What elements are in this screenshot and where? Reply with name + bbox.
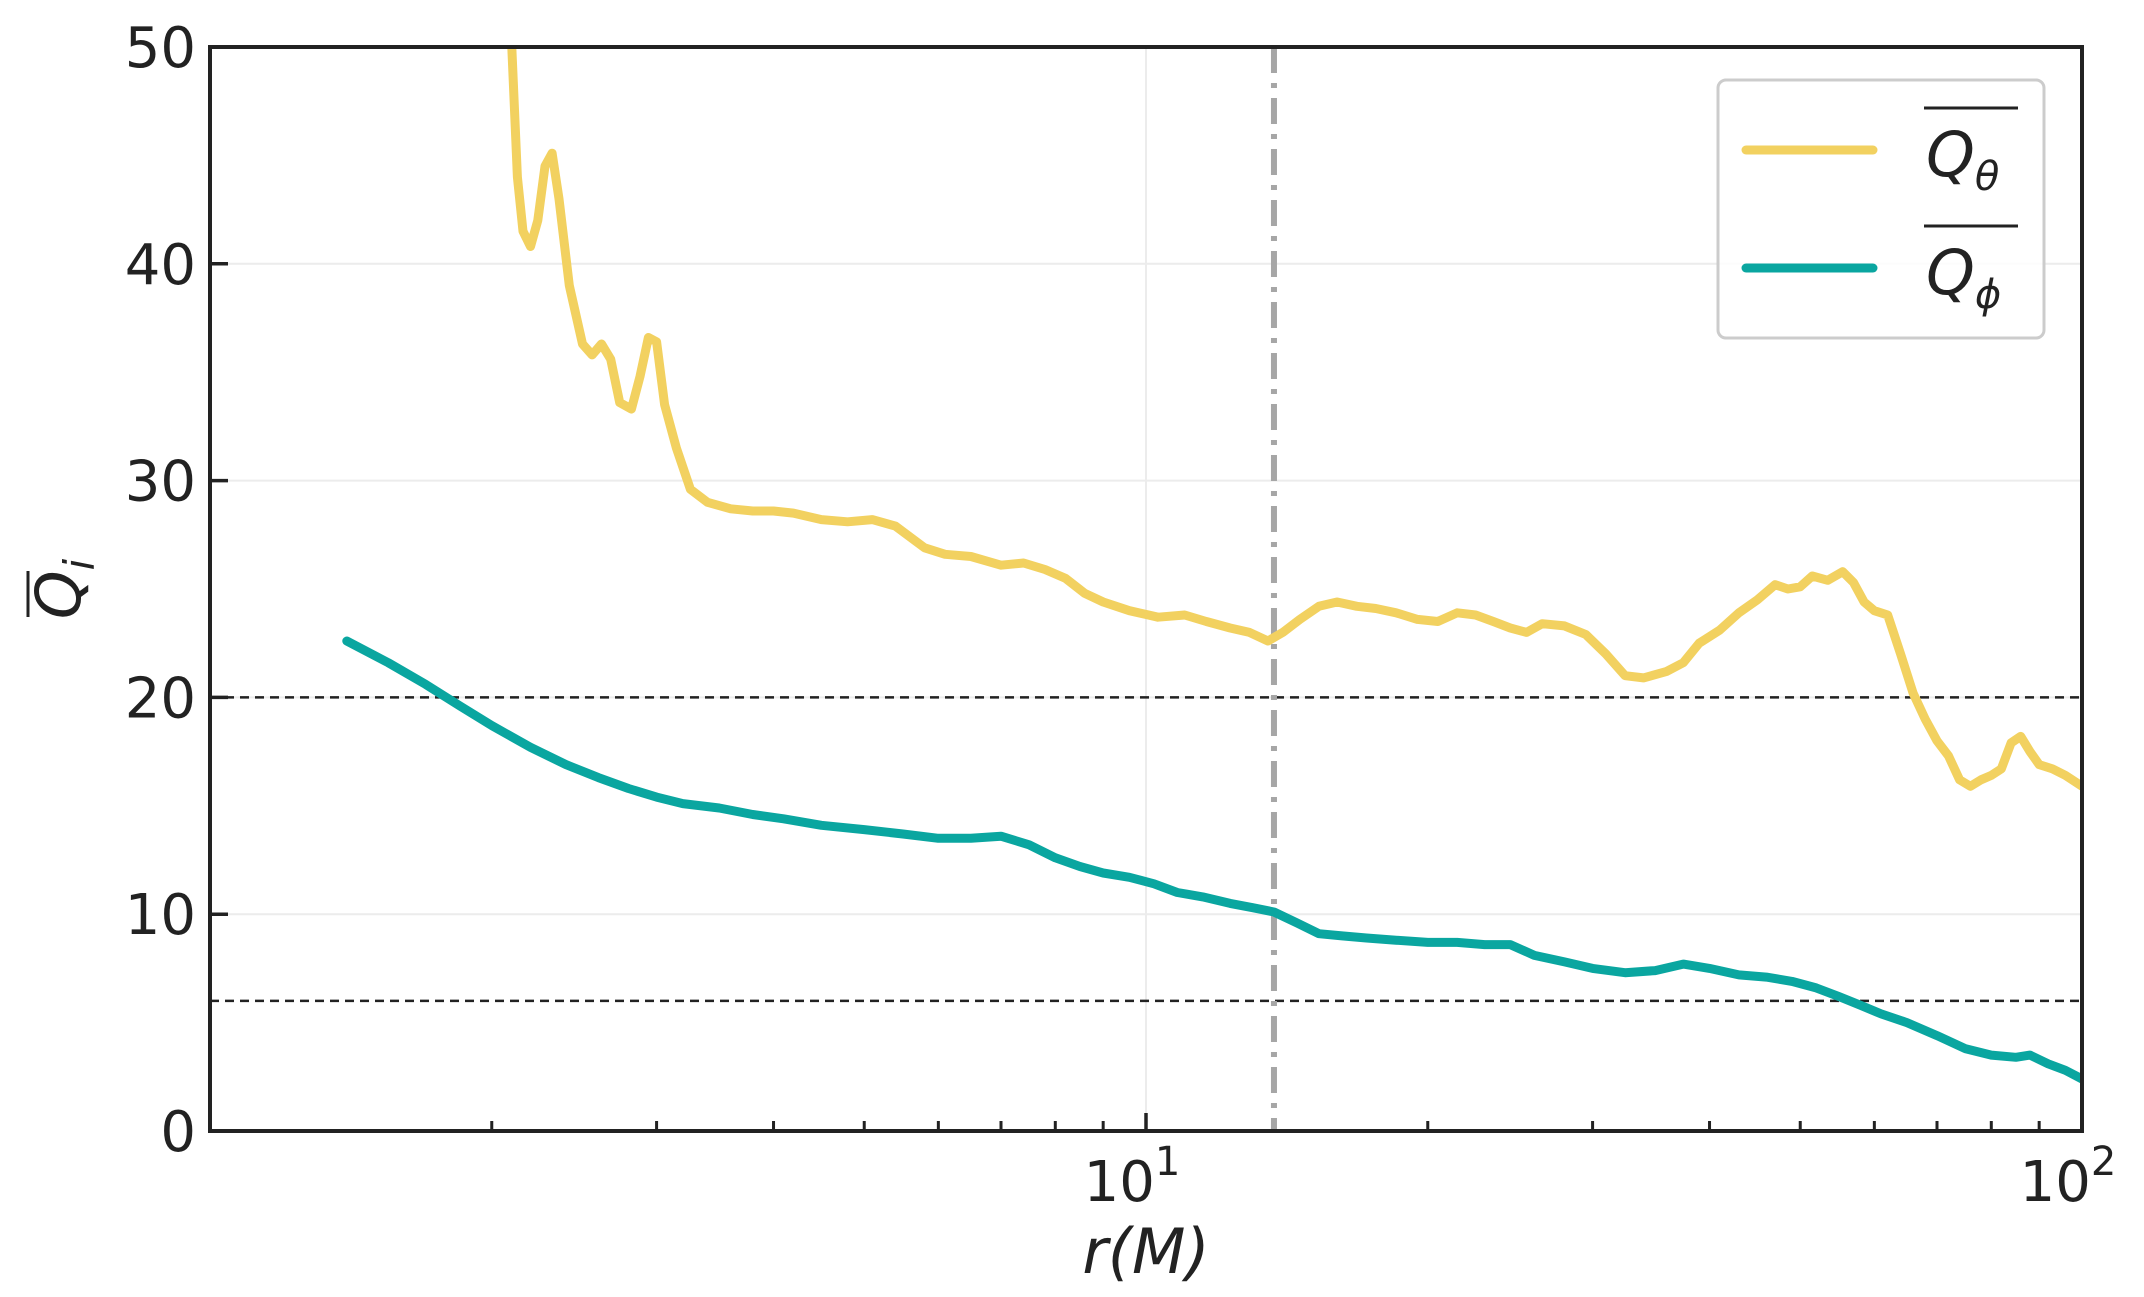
legend-label-q-phi: Qϕ — [1926, 236, 2001, 318]
x-axis-label: r(M) — [1082, 1215, 1209, 1288]
legend-items: Qθ Qϕ — [1741, 106, 2018, 318]
axis-tick-labels: 0 10 20 30 40 50 101 102 — [125, 16, 2117, 1215]
y-tick-label: 50 — [125, 16, 196, 81]
x-tick-label: 101 — [1084, 1139, 1181, 1215]
axis-ticks — [208, 45, 2084, 1133]
legend-box — [1716, 78, 2046, 340]
series-lines — [342, 47, 2082, 1084]
reference-lines — [210, 47, 2082, 1131]
y-tick-label: 20 — [125, 666, 196, 731]
y-tick-label: 40 — [125, 233, 196, 298]
y-tick-label: 30 — [125, 450, 196, 515]
x-tick-label: 102 — [2020, 1139, 2117, 1215]
y-tick-label: 10 — [125, 883, 196, 948]
series-line-q-phi — [342, 636, 2082, 1084]
series-line-q-theta — [507, 47, 2082, 791]
y-tick-label: 0 — [160, 1100, 196, 1165]
legend: Qθ Qϕ — [1716, 78, 2046, 340]
y-axis-label-text: Qi — [22, 558, 104, 619]
legend-label-q-theta: Qθ — [1926, 118, 1999, 200]
y-axis-label: Qi — [22, 558, 104, 619]
